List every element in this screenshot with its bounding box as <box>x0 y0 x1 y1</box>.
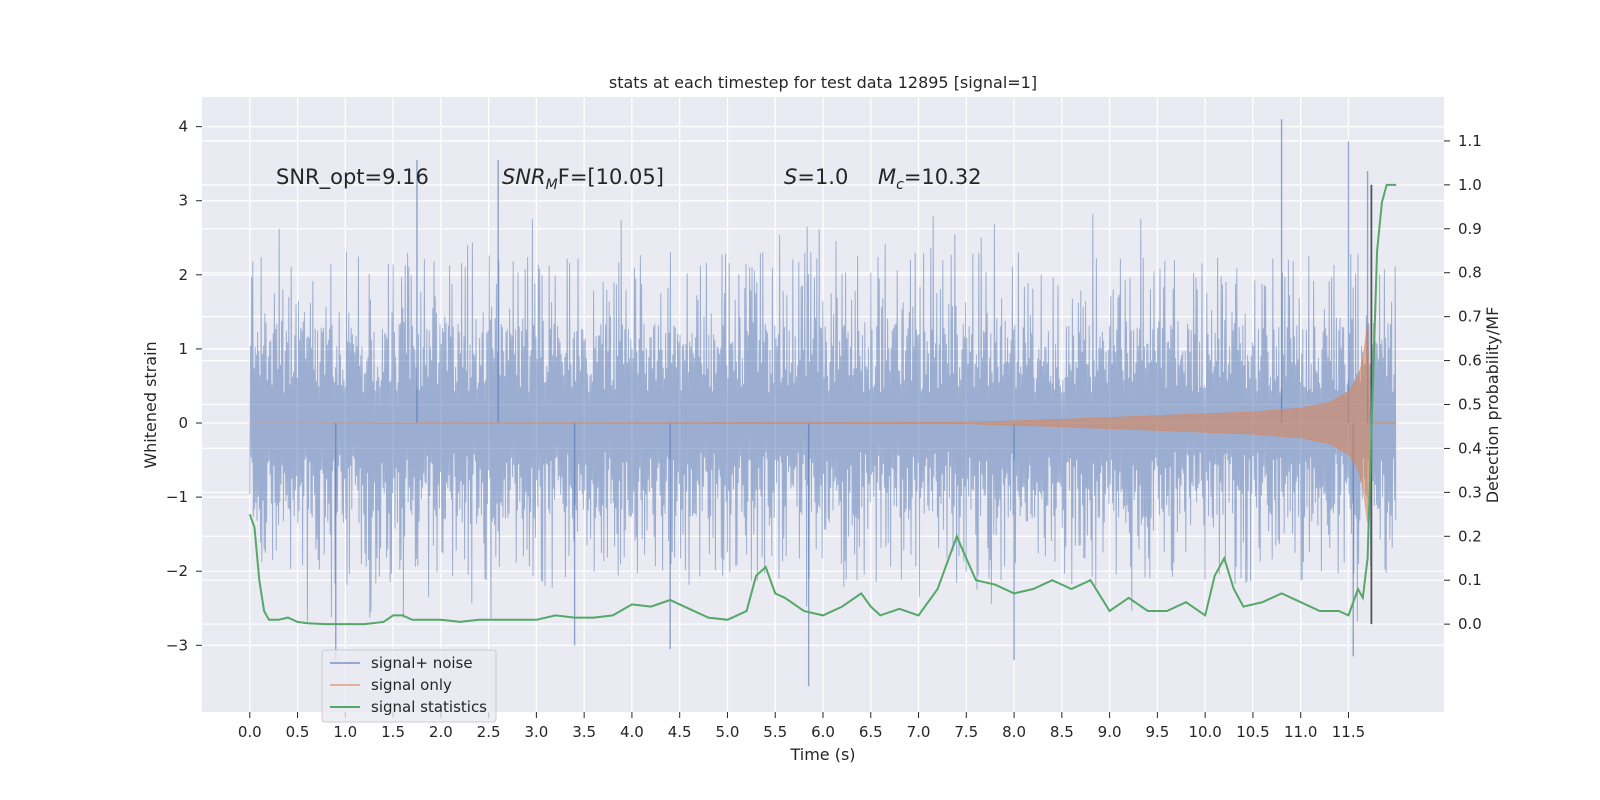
annotation-snr-mf-tail: F=[10.05] <box>558 165 664 189</box>
y-tick-label: 4 <box>178 118 188 136</box>
annotation-s-tail: =1.0 <box>797 165 848 189</box>
y-tick-label: −3 <box>166 636 188 654</box>
x-axis-label: Time (s) <box>789 745 855 764</box>
y-tick-label: −2 <box>166 562 188 580</box>
y-tick-label: 0 <box>178 414 188 432</box>
x-tick-label: 2.5 <box>477 723 501 741</box>
annotation-s: S=1.0 <box>784 165 848 189</box>
y-right-tick-label: 0.4 <box>1458 439 1482 457</box>
x-tick-label: 5.5 <box>763 723 787 741</box>
x-tick-label: 3.5 <box>572 723 596 741</box>
x-tick-label: 9.5 <box>1145 723 1169 741</box>
y-right-tick-label: 1.0 <box>1458 176 1482 194</box>
annotation-snr-mf-sub: M <box>546 177 558 193</box>
signal-only-series <box>249 322 1397 524</box>
x-tick-label: 11.5 <box>1332 723 1365 741</box>
x-tick-label: 0.5 <box>286 723 310 741</box>
y-right-tick-label: 0.0 <box>1458 615 1482 633</box>
x-tick-label: 6.5 <box>859 723 883 741</box>
x-tick-label: 10.0 <box>1188 723 1221 741</box>
y-right-tick-label: 0.1 <box>1458 571 1482 589</box>
legend-label-signal-plus-noise: signal+ noise <box>371 654 473 672</box>
y-axis-right-label: Detection probability/MF <box>1483 307 1502 504</box>
y-right-tick-label: 0.6 <box>1458 352 1482 370</box>
y-right-tick-label: 1.1 <box>1458 132 1482 150</box>
x-tick-label: 11.0 <box>1284 723 1317 741</box>
x-tick-label: 7.0 <box>907 723 931 741</box>
annotation-snr-opt: SNR_opt=9.16 <box>276 165 429 190</box>
x-tick-label: 8.0 <box>1002 723 1026 741</box>
legend-box <box>321 649 497 723</box>
x-tick-label: 6.0 <box>811 723 835 741</box>
x-tick-label: 7.5 <box>954 723 978 741</box>
y-right-tick-label: 0.5 <box>1458 396 1482 414</box>
x-tick-label: 4.0 <box>620 723 644 741</box>
y-tick-label: 1 <box>178 340 188 358</box>
annotation-mc-tail: =10.32 <box>904 165 982 189</box>
annotation-mc-sub: c <box>896 177 904 193</box>
x-tick-label: 4.5 <box>668 723 692 741</box>
y-right-tick-label: 0.7 <box>1458 308 1482 326</box>
y-right-tick-label: 0.2 <box>1458 527 1482 545</box>
signal-statistics-line <box>248 183 1397 626</box>
x-tick-label: 1.0 <box>333 723 357 741</box>
signal-plus-noise-line <box>249 213 1397 623</box>
x-tick-label: 0.0 <box>238 723 262 741</box>
annotation-mc-main: M <box>878 165 896 189</box>
annotation-s-main: S <box>784 165 797 189</box>
x-tick-label: 10.5 <box>1236 723 1269 741</box>
y-tick-label: 2 <box>178 266 188 284</box>
legend: signal+ noise signal only signal statist… <box>321 649 497 723</box>
y-right-tick-label: 0.9 <box>1458 220 1482 238</box>
tick-labels: 0.0 0.5 1.0 1.5 2.0 2.5 3.0 3.5 4.0 4.5 5.0 5.5 6.0 6… <box>166 118 1482 741</box>
annotation-mc: Mc=10.32 <box>878 165 982 193</box>
legend-label-signal-only: signal only <box>371 676 452 694</box>
x-tick-label: 9.0 <box>1098 723 1122 741</box>
x-tick-label: 8.5 <box>1050 723 1074 741</box>
y-right-tick-label: 0.3 <box>1458 483 1482 501</box>
y-tick-label: −1 <box>166 488 188 506</box>
chart-title: stats at each timestep for test data 128… <box>609 73 1037 92</box>
y-axis-label: Whitened strain <box>141 341 160 468</box>
x-tick-label: 1.5 <box>381 723 405 741</box>
x-tick-label: 2.0 <box>429 723 453 741</box>
x-tick-label: 3.0 <box>524 723 548 741</box>
signal-statistics-series <box>248 183 1397 626</box>
x-tick-label: 5.0 <box>716 723 740 741</box>
y-right-tick-label: 0.8 <box>1458 264 1482 282</box>
annotation-snr-mf-main: SNR <box>502 165 546 189</box>
annotation-snr-mf: SNRMF=[10.05] <box>502 165 664 193</box>
legend-label-signal-statistics: signal statistics <box>371 698 487 716</box>
y-tick-label: 3 <box>178 192 188 210</box>
